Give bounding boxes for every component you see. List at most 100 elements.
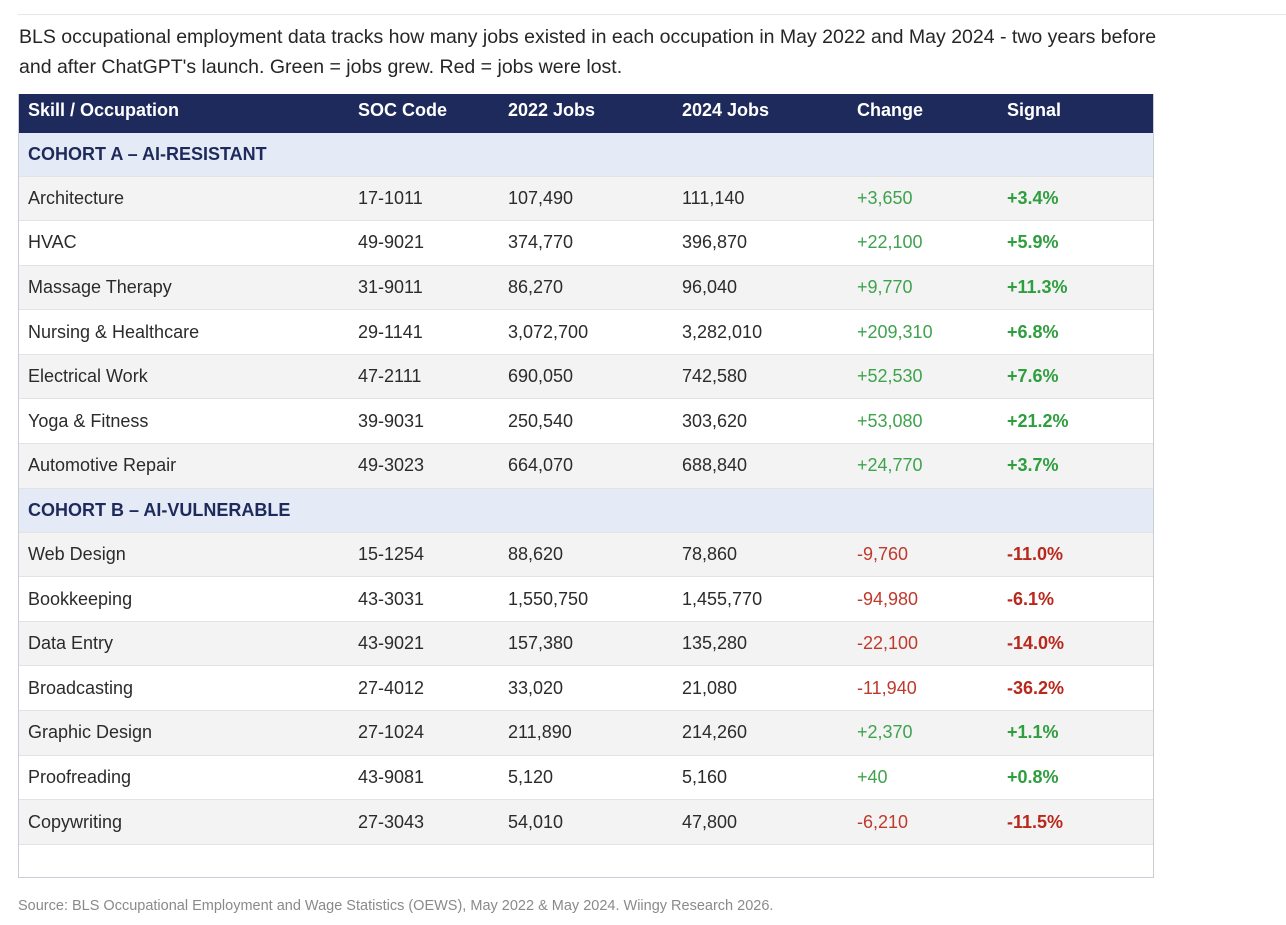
cell-signal: +3.7% xyxy=(998,443,1153,489)
cell-change: +24,770 xyxy=(848,443,998,489)
cell-2022-jobs: 5,120 xyxy=(499,755,673,801)
table-row: Data Entry 43-9021 157,380 135,280 -22,100 -1… xyxy=(19,621,1153,667)
cell-soc-code: 27-1024 xyxy=(349,710,499,756)
cell-2024-jobs: 396,870 xyxy=(673,220,848,266)
cell-2024-jobs: 688,840 xyxy=(673,443,848,489)
cell-2022-jobs: 33,020 xyxy=(499,665,673,712)
table-row: Copywriting 27-3043 54,010 47,800 -6,210 -11.… xyxy=(19,799,1153,845)
table-row: Automotive Repair 49-3023 664,070 688,840 +2… xyxy=(19,443,1153,489)
cell-soc-code: 27-3043 xyxy=(349,799,499,845)
cell-change: -11,940 xyxy=(848,665,998,712)
table-row: Broadcasting 27-4012 33,020 21,080 -11,940 -3… xyxy=(19,665,1153,712)
cell-skill: HVAC xyxy=(19,220,349,266)
cell-soc-code: 43-3031 xyxy=(349,576,499,622)
cell-2022-jobs: 211,890 xyxy=(499,710,673,756)
cell-change: +2,370 xyxy=(848,710,998,756)
cell-change: +40 xyxy=(848,755,998,801)
cell-2024-jobs: 135,280 xyxy=(673,621,848,667)
cell-2022-jobs: 690,050 xyxy=(499,354,673,400)
cell-change: +3,650 xyxy=(848,176,998,222)
cell-2022-jobs: 374,770 xyxy=(499,220,673,266)
table-body: COHORT A – AI-RESISTANT Architecture 17-1… xyxy=(19,130,1153,845)
cell-2024-jobs: 1,455,770 xyxy=(673,576,848,622)
cell-skill: Broadcasting xyxy=(19,665,349,712)
cell-soc-code: 49-9021 xyxy=(349,220,499,266)
table-row: Web Design 15-1254 88,620 78,860 -9,760 -11.0… xyxy=(19,532,1153,578)
cell-change: -94,980 xyxy=(848,576,998,622)
intro-paragraph: BLS occupational employment data tracks … xyxy=(19,22,1286,82)
cell-skill: Bookkeeping xyxy=(19,576,349,622)
cell-2022-jobs: 86,270 xyxy=(499,265,673,311)
cohort-a-header: COHORT A – AI-RESISTANT xyxy=(19,130,1153,177)
cell-change: +52,530 xyxy=(848,354,998,400)
cell-skill: Architecture xyxy=(19,176,349,222)
cohort-b-label: COHORT B – AI-VULNERABLE xyxy=(19,488,1153,533)
cell-signal: +6.8% xyxy=(998,309,1153,355)
table-row: Graphic Design 27-1024 211,890 214,260 +2,37… xyxy=(19,710,1153,756)
cell-change: +53,080 xyxy=(848,398,998,445)
header-skill: Skill / Occupation xyxy=(19,94,349,133)
cohort-a-label: COHORT A – AI-RESISTANT xyxy=(19,130,1153,177)
cell-soc-code: 47-2111 xyxy=(349,354,499,400)
employment-table: Skill / Occupation SOC Code 2022 Jobs 20… xyxy=(19,94,1153,845)
source-note: Source: BLS Occupational Employment and … xyxy=(18,898,774,914)
cell-signal: -6.1% xyxy=(998,576,1153,622)
cell-2024-jobs: 5,160 xyxy=(673,755,848,801)
cell-signal: +1.1% xyxy=(998,710,1153,756)
cell-soc-code: 49-3023 xyxy=(349,443,499,489)
cell-change: -9,760 xyxy=(848,532,998,578)
cell-2024-jobs: 214,260 xyxy=(673,710,848,756)
cell-2022-jobs: 157,380 xyxy=(499,621,673,667)
table-row: Massage Therapy 31-9011 86,270 96,040 +9,770… xyxy=(19,265,1153,311)
header-2024-jobs: 2024 Jobs xyxy=(673,94,848,133)
cell-2024-jobs: 3,282,010 xyxy=(673,309,848,355)
cell-2022-jobs: 88,620 xyxy=(499,532,673,578)
cell-2022-jobs: 250,540 xyxy=(499,398,673,445)
cell-skill: Automotive Repair xyxy=(19,443,349,489)
table-row: Nursing & Healthcare 29-1141 3,072,700 3,28… xyxy=(19,309,1153,355)
cell-change: +9,770 xyxy=(848,265,998,311)
cell-2024-jobs: 21,080 xyxy=(673,665,848,712)
cell-soc-code: 15-1254 xyxy=(349,532,499,578)
cell-soc-code: 31-9011 xyxy=(349,265,499,311)
cell-signal: +5.9% xyxy=(998,220,1153,266)
cohort-b-header: COHORT B – AI-VULNERABLE xyxy=(19,488,1153,533)
cell-skill: Data Entry xyxy=(19,621,349,667)
cell-change: -22,100 xyxy=(848,621,998,667)
intro-line-2: and after ChatGPT's launch. Green = jobs… xyxy=(19,56,623,78)
cell-change: +22,100 xyxy=(848,220,998,266)
cell-signal: +0.8% xyxy=(998,755,1153,801)
cell-skill: Yoga & Fitness xyxy=(19,398,349,445)
cell-2024-jobs: 47,800 xyxy=(673,799,848,845)
cell-2024-jobs: 111,140 xyxy=(673,176,848,222)
cell-2022-jobs: 3,072,700 xyxy=(499,309,673,355)
cell-change: -6,210 xyxy=(848,799,998,845)
table-row: Bookkeeping 43-3031 1,550,750 1,455,770 -94,… xyxy=(19,576,1153,622)
cell-skill: Graphic Design xyxy=(19,710,349,756)
cell-2022-jobs: 107,490 xyxy=(499,176,673,222)
cell-skill: Massage Therapy xyxy=(19,265,349,311)
intro-line-1: BLS occupational employment data tracks … xyxy=(19,26,1157,48)
cell-2022-jobs: 54,010 xyxy=(499,799,673,845)
cell-skill: Proofreading xyxy=(19,755,349,801)
table-row: Yoga & Fitness 39-9031 250,540 303,620 +53,0… xyxy=(19,398,1153,445)
cell-skill: Copywriting xyxy=(19,799,349,845)
cell-signal: -11.0% xyxy=(998,532,1153,578)
cell-signal: -11.5% xyxy=(998,799,1153,845)
header-change: Change xyxy=(848,94,998,133)
header-signal: Signal xyxy=(998,94,1153,133)
cell-signal: -14.0% xyxy=(998,621,1153,667)
cell-change: +209,310 xyxy=(848,309,998,355)
cell-skill: Nursing & Healthcare xyxy=(19,309,349,355)
cell-2024-jobs: 96,040 xyxy=(673,265,848,311)
employment-table-container: Skill / Occupation SOC Code 2022 Jobs 20… xyxy=(18,94,1154,878)
cell-soc-code: 27-4012 xyxy=(349,665,499,712)
cell-2022-jobs: 664,070 xyxy=(499,443,673,489)
cell-soc-code: 29-1141 xyxy=(349,309,499,355)
cell-signal: +7.6% xyxy=(998,354,1153,400)
table-header-row: Skill / Occupation SOC Code 2022 Jobs 20… xyxy=(19,94,1153,133)
cell-soc-code: 43-9081 xyxy=(349,755,499,801)
header-2022-jobs: 2022 Jobs xyxy=(499,94,673,133)
table-row: Electrical Work 47-2111 690,050 742,580 +52,… xyxy=(19,354,1153,400)
cell-soc-code: 17-1011 xyxy=(349,176,499,222)
